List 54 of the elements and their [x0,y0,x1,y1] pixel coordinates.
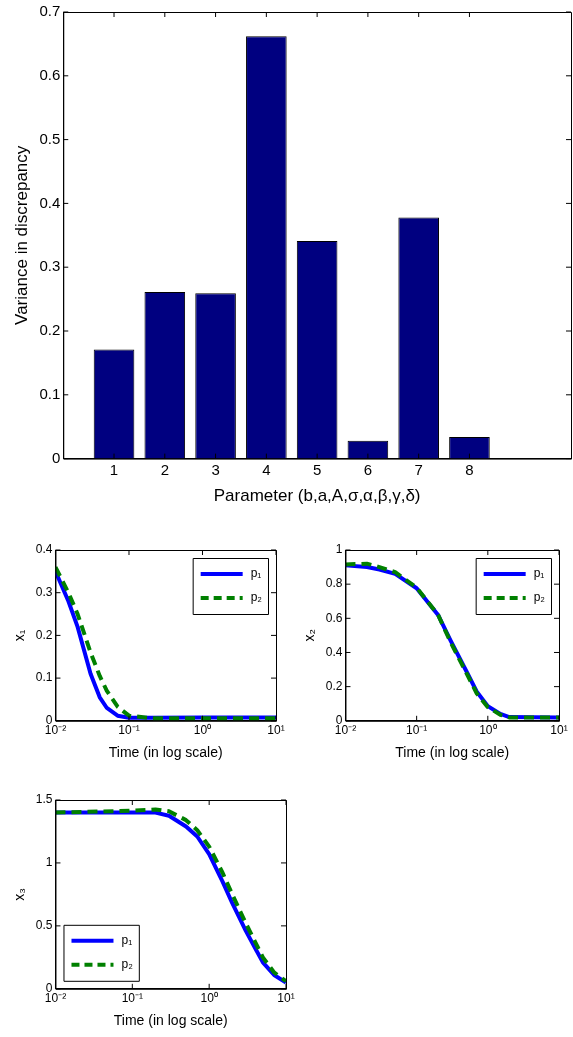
y-tick-label: 0.3 [39,257,61,275]
legend-label: p₁ [533,566,545,581]
y-tick-label: 0.7 [39,2,61,20]
x-tick-label: 10¹ [267,723,285,738]
y-axis-title: x₁ [11,629,28,642]
legend-label: p₂ [250,590,263,605]
x-tick-label: 7 [414,460,423,478]
legend-label: p₁ [250,566,262,581]
x-tick-label: 2 [160,460,169,478]
x-axis-title: Time (in log scale) [395,744,510,761]
y-tick-label: 0.2 [39,321,61,339]
x-axis-title: Time (in log scale) [113,1012,228,1029]
x-tick-label: 10⁻¹ [121,991,143,1006]
x-tick-label: 4 [262,460,271,478]
x-tick-label: 8 [465,460,474,478]
x-tick-label: 6 [363,460,373,478]
y-tick-label: 0.3 [35,585,53,600]
y-tick-label: 0.5 [35,918,53,933]
x-tick-label: 10¹ [550,723,568,738]
y-tick-label: 0.4 [325,644,343,659]
y-tick-label: 0.4 [39,193,61,211]
y-axis-title: Variance in discrepancy [11,145,31,325]
y-tick-label: 0.2 [325,678,343,693]
x-tick-label: 10⁰ [200,991,218,1006]
y-tick-label: 0.1 [39,384,61,402]
x-tick-label: 5 [312,460,322,478]
x-tick-label: 1 [109,460,119,478]
y-axis-title: x₃ [11,888,28,901]
x-tick-label: 3 [211,460,220,478]
x-tick-label: 10⁰ [479,723,497,738]
legend-label: p₂ [121,957,134,972]
y-tick-label: 1 [45,855,53,870]
x-tick-label: 10⁻¹ [118,723,140,738]
y-tick-label: 1 [335,542,343,557]
y-tick-label: 0.1 [35,670,53,685]
y-tick-label: 0.2 [35,627,53,642]
y-tick-label: 1.5 [35,792,53,807]
y-tick-label: 0.8 [325,576,343,591]
legend-label: p₁ [121,933,133,948]
x-tick-label: 10⁻² [44,723,67,738]
y-axis-title: x₂ [301,629,318,642]
y-tick-label: 0.6 [325,610,343,625]
x-tick-label: 10¹ [277,991,295,1006]
y-tick-label: 0.6 [39,65,61,83]
x-tick-label: 10⁻² [334,723,357,738]
y-tick-label: 0.4 [35,542,53,557]
x-axis-title: Time (in log scale) [108,744,223,761]
y-tick-label: 0 [51,448,61,466]
x-tick-label: 10⁰ [193,723,212,738]
x-axis-title: Parameter (b,a,A,σ,α,β,γ,δ) [213,486,421,506]
x-tick-label: 10⁻² [44,991,67,1006]
y-tick-label: 0.5 [39,129,61,147]
legend-label: p₂ [533,590,546,605]
x-tick-label: 10⁻¹ [405,723,428,738]
